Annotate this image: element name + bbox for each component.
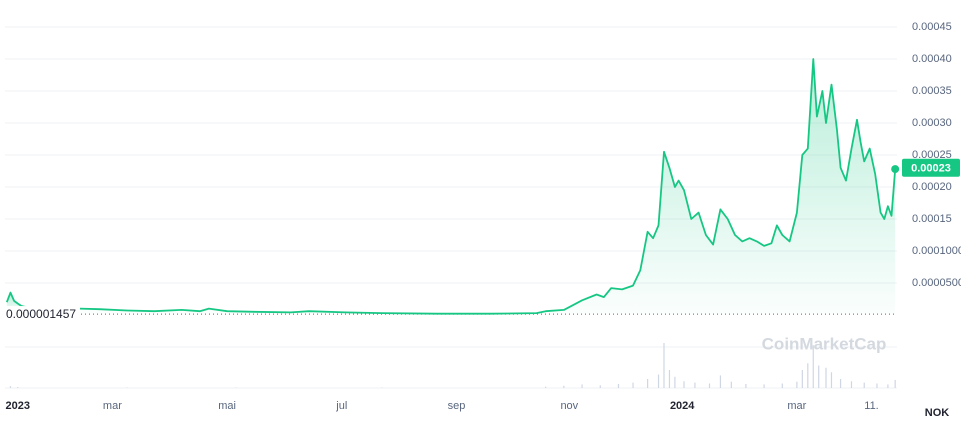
volume-bar (581, 384, 582, 388)
baseline-label: 0.000001457 (6, 307, 76, 321)
x-tick-label: 2024 (670, 400, 695, 412)
volume-bar (600, 385, 601, 388)
volume-bar (720, 375, 721, 388)
volume-bar (818, 366, 819, 389)
volume-bar (851, 381, 852, 388)
volume-bar (831, 372, 832, 388)
volume-bar (683, 381, 684, 388)
volume-bar (807, 363, 808, 388)
volume-bar (813, 345, 814, 388)
last-point (891, 165, 899, 173)
volume-bar (618, 384, 619, 388)
x-tick-label: jul (335, 400, 347, 412)
y-tick-label: 0.00020 (912, 181, 952, 193)
x-tick-label: nov (560, 400, 578, 412)
volume-bar (663, 343, 664, 388)
x-tick-label: 2023 (6, 400, 30, 412)
volume-bar (731, 382, 732, 388)
x-tick-label: 11. (864, 400, 878, 412)
y-tick-label: 0.00035 (912, 85, 952, 97)
x-tick-label: mar (103, 400, 122, 412)
volume-bar (632, 383, 633, 388)
volume-bar (825, 368, 826, 388)
volume-bar (694, 383, 695, 388)
volume-bar (802, 370, 803, 388)
y-tick-label: 0.00030 (912, 117, 952, 129)
volume-bar (563, 386, 564, 388)
y-tick-label: 0.0001000 (912, 245, 961, 257)
volume-bar (864, 383, 865, 388)
volume-bar (545, 387, 546, 388)
y-tick-label: 0.0000500 (912, 277, 961, 289)
volume-bar (895, 380, 896, 388)
y-tick-label: 0.00045 (912, 21, 952, 33)
volume-bar (840, 379, 841, 388)
x-tick-label: mai (218, 400, 236, 412)
volume-bar (876, 384, 877, 389)
volume-bar (764, 384, 765, 388)
volume-bar (669, 370, 670, 388)
volume-bar (17, 387, 18, 388)
x-tick-label: mar (787, 400, 806, 412)
volume-bar (10, 386, 11, 388)
currency: NOK (925, 407, 950, 419)
watermark: CoinMarketCap (762, 334, 887, 353)
y-tick-label: 0.00040 (912, 53, 952, 65)
volume-bar (796, 382, 797, 388)
price-tag-label: 0.00023 (911, 163, 951, 175)
y-tick-label: 0.00015 (912, 213, 952, 225)
volume-bar (887, 384, 888, 388)
volume-bar (709, 384, 710, 389)
x-tick-label: sep (448, 400, 466, 412)
volume-bar (782, 384, 783, 389)
volume-bar (647, 379, 648, 388)
volume-bar (674, 377, 675, 388)
volume-bar (658, 375, 659, 389)
volume-bar (745, 384, 746, 388)
